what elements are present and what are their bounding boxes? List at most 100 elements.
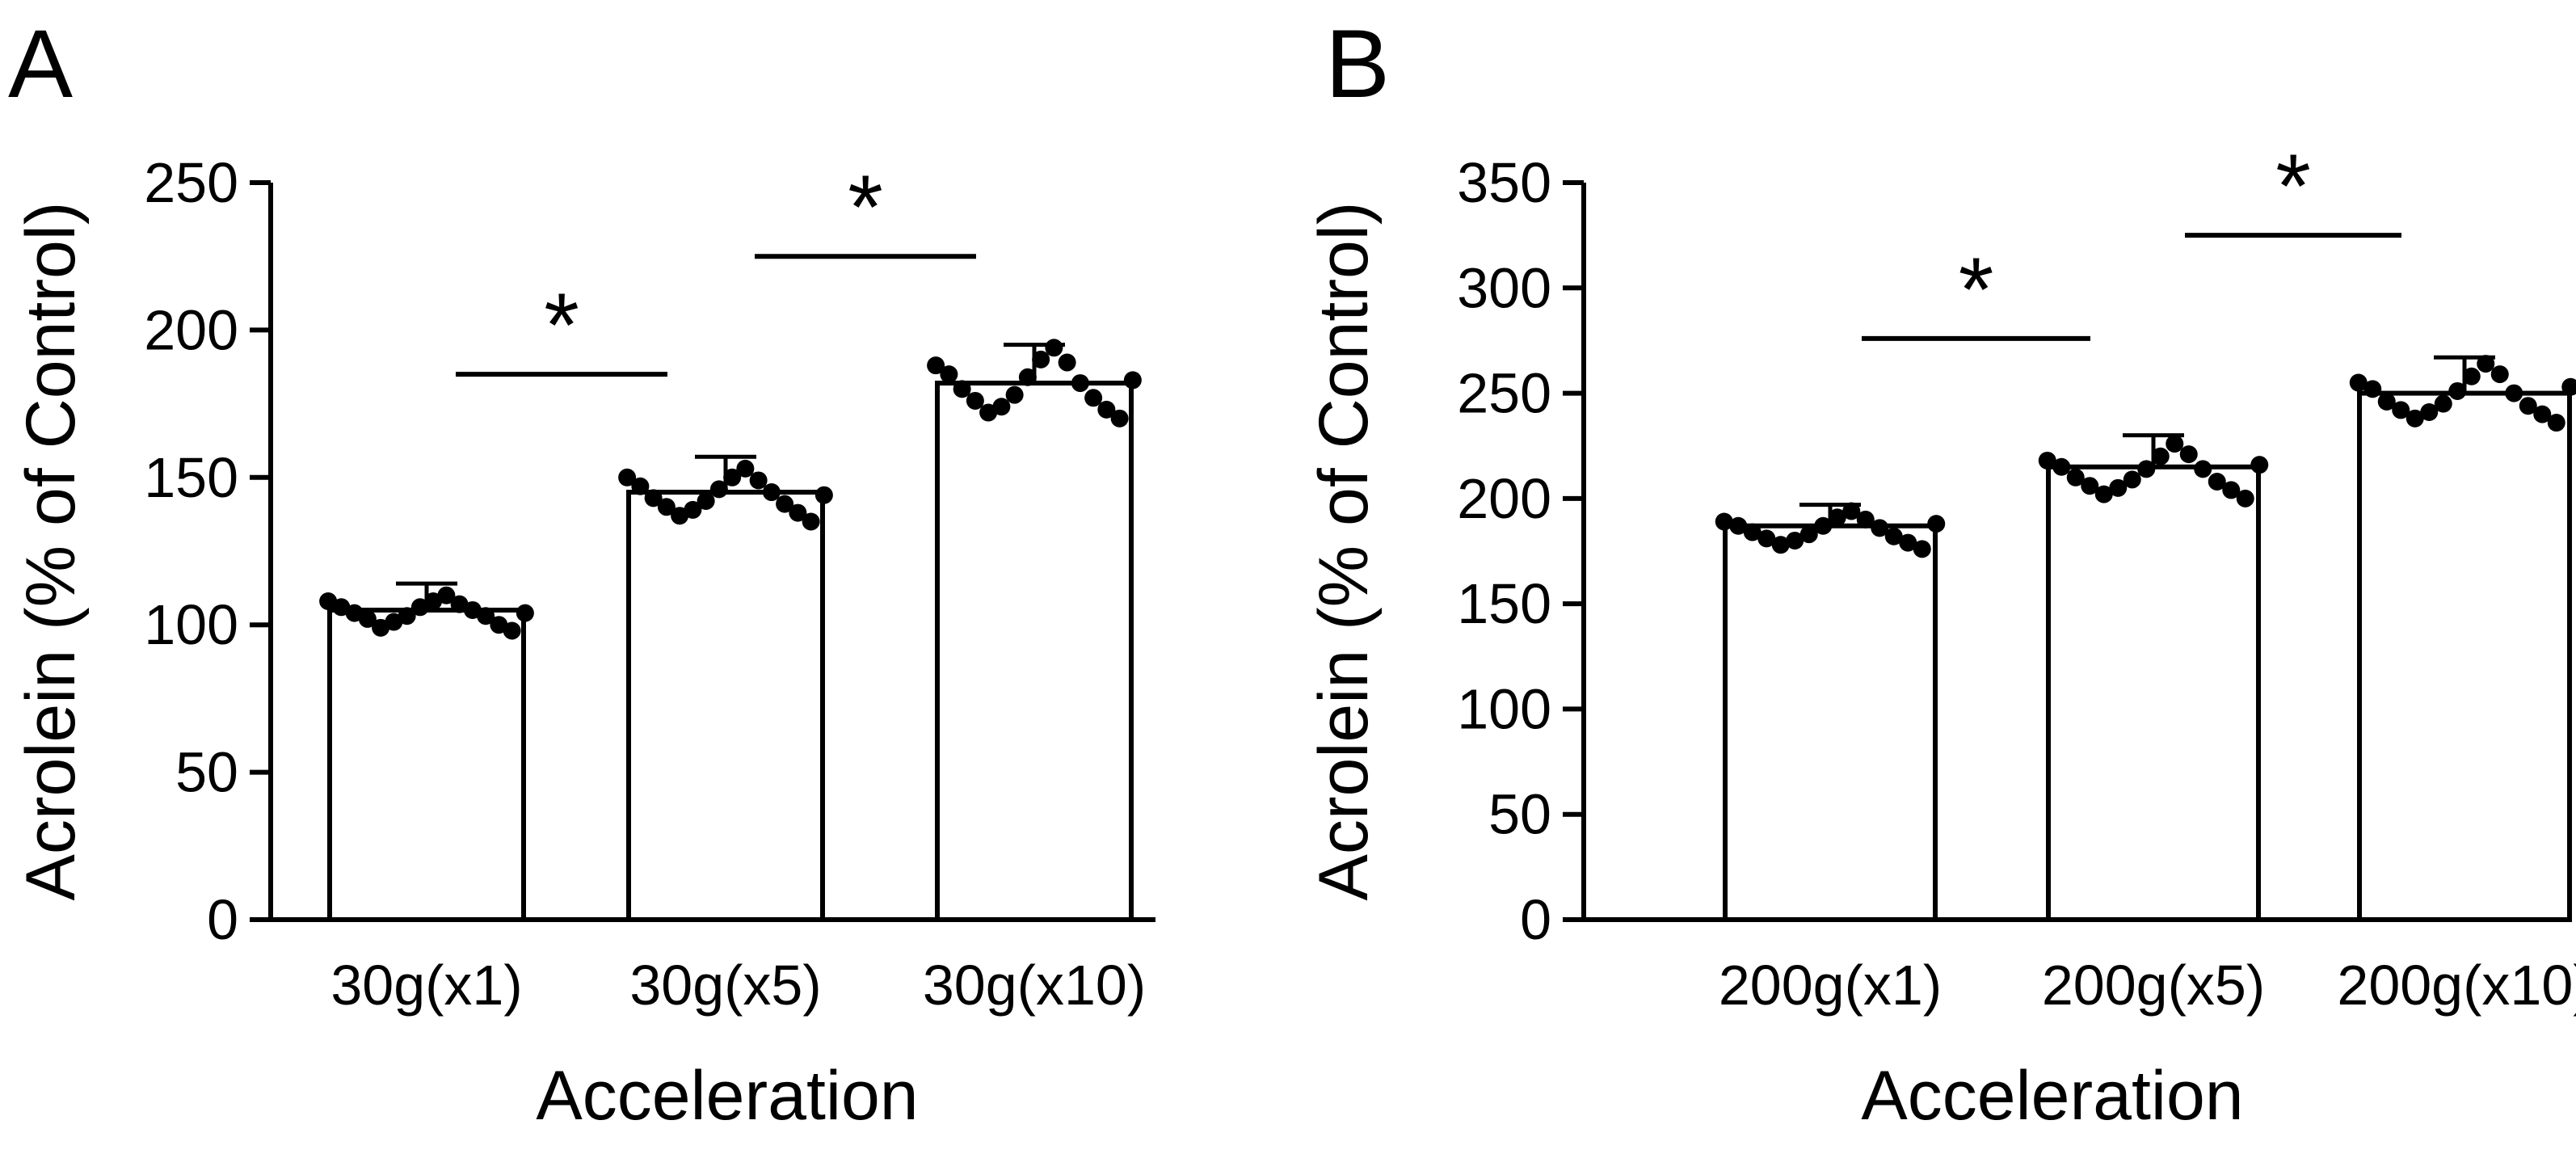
bar (327, 607, 526, 923)
y-tick-label: 200 (1457, 467, 1551, 530)
data-point (776, 495, 794, 513)
y-tick-label: 350 (1457, 151, 1551, 214)
data-point (1786, 531, 1804, 550)
data-point (2038, 451, 2056, 470)
x-axis-title: Acceleration (1861, 1057, 2243, 1135)
chart-panel-b: B 0 50 100 150 200 250 300 350 Acrolein (% of Con… (1305, 10, 2576, 1135)
data-point (2109, 478, 2128, 497)
data-point (2166, 435, 2184, 453)
data-point (2081, 477, 2099, 495)
data-point (1005, 385, 1024, 404)
data-point (1084, 389, 1103, 407)
data-point (2052, 457, 2071, 476)
y-tick-label: 0 (207, 888, 238, 951)
data-point (1715, 512, 1733, 531)
y-axis-title: Acrolein (% of Control) (1305, 201, 1383, 900)
data-point (1018, 368, 1037, 386)
data-point (2420, 403, 2439, 422)
data-point (2194, 460, 2212, 478)
data-point (2434, 394, 2452, 413)
data-point (1123, 371, 1142, 390)
y-axis-title: Acrolein (% of Control) (12, 201, 90, 900)
data-point (1899, 533, 1917, 552)
data-point (802, 512, 820, 531)
y-tick-label: 50 (1488, 783, 1551, 846)
x-tick-label: 30g(x5) (629, 954, 821, 1017)
data-point (657, 498, 676, 516)
data-point (1913, 540, 1931, 558)
data-point (644, 489, 663, 508)
data-point (2151, 447, 2170, 465)
data-point (2377, 392, 2396, 411)
data-point (358, 609, 377, 628)
data-point (1799, 525, 1818, 544)
data-point (437, 586, 456, 604)
data-point (1828, 508, 1846, 527)
data-point (2561, 377, 2576, 396)
data-point (1757, 529, 1776, 548)
x-tick-label: 200g(x5) (2042, 954, 2265, 1017)
data-point (2349, 373, 2368, 392)
bar (2046, 464, 2261, 922)
data-point (2392, 401, 2410, 419)
data-point (1032, 350, 1050, 369)
data-point (1814, 516, 1833, 535)
data-point (2547, 414, 2565, 432)
data-point (477, 607, 495, 625)
y-tick-label: 100 (144, 593, 238, 656)
data-point (1071, 374, 1089, 393)
bar (1723, 523, 1938, 923)
significance-star: * (848, 157, 883, 258)
data-point (1884, 527, 1903, 545)
data-point (2477, 355, 2495, 373)
data-point (1842, 502, 1861, 520)
y-tick-label: 250 (144, 151, 238, 214)
y-tick-label: 0 (1520, 888, 1551, 951)
data-point (940, 365, 958, 384)
data-point (927, 356, 945, 375)
bar (935, 381, 1134, 922)
significance-star: * (1959, 239, 1994, 340)
data-point (1058, 353, 1076, 372)
data-point (736, 459, 755, 478)
data-point (2222, 481, 2241, 499)
data-point (684, 500, 702, 519)
data-point (2406, 409, 2424, 427)
data-point (2505, 384, 2523, 402)
x-tick-label: 30g(x1) (330, 954, 522, 1017)
data-point (1927, 515, 1946, 533)
significance-star: * (544, 275, 579, 376)
data-point (2123, 470, 2141, 489)
data-point (2363, 380, 2382, 398)
data-point (2236, 489, 2254, 508)
data-point (2462, 367, 2481, 385)
y-tick-label: 50 (175, 741, 238, 804)
data-point (1871, 519, 1889, 537)
data-point (398, 607, 416, 625)
data-point (2448, 381, 2467, 400)
data-point (2208, 473, 2226, 491)
panel-letter: A (8, 10, 73, 118)
data-point (789, 503, 807, 522)
y-tick-label: 300 (1457, 256, 1551, 319)
panel-letter: B (1325, 10, 1390, 118)
data-point (1771, 536, 1790, 554)
data-point (1743, 523, 1762, 541)
data-point (697, 491, 715, 510)
data-point (966, 391, 984, 410)
significance-star: * (2275, 136, 2311, 237)
x-tick-label: 30g(x10) (923, 954, 1146, 1017)
data-point (749, 471, 768, 490)
data-point (762, 483, 781, 502)
bar (2357, 390, 2572, 923)
y-tick-label: 100 (1457, 677, 1551, 740)
chart-panel-a: A 0 50 100 150 200 250 Acrolein (% of Control) A… (8, 10, 1155, 1135)
data-point (709, 480, 728, 499)
data-point (1729, 516, 1748, 535)
x-tick-label: 200g(x1) (1719, 954, 1942, 1017)
data-point (2250, 456, 2269, 474)
data-point (2137, 460, 2156, 478)
data-point (503, 621, 521, 640)
data-point (953, 380, 971, 398)
bar (626, 490, 825, 922)
